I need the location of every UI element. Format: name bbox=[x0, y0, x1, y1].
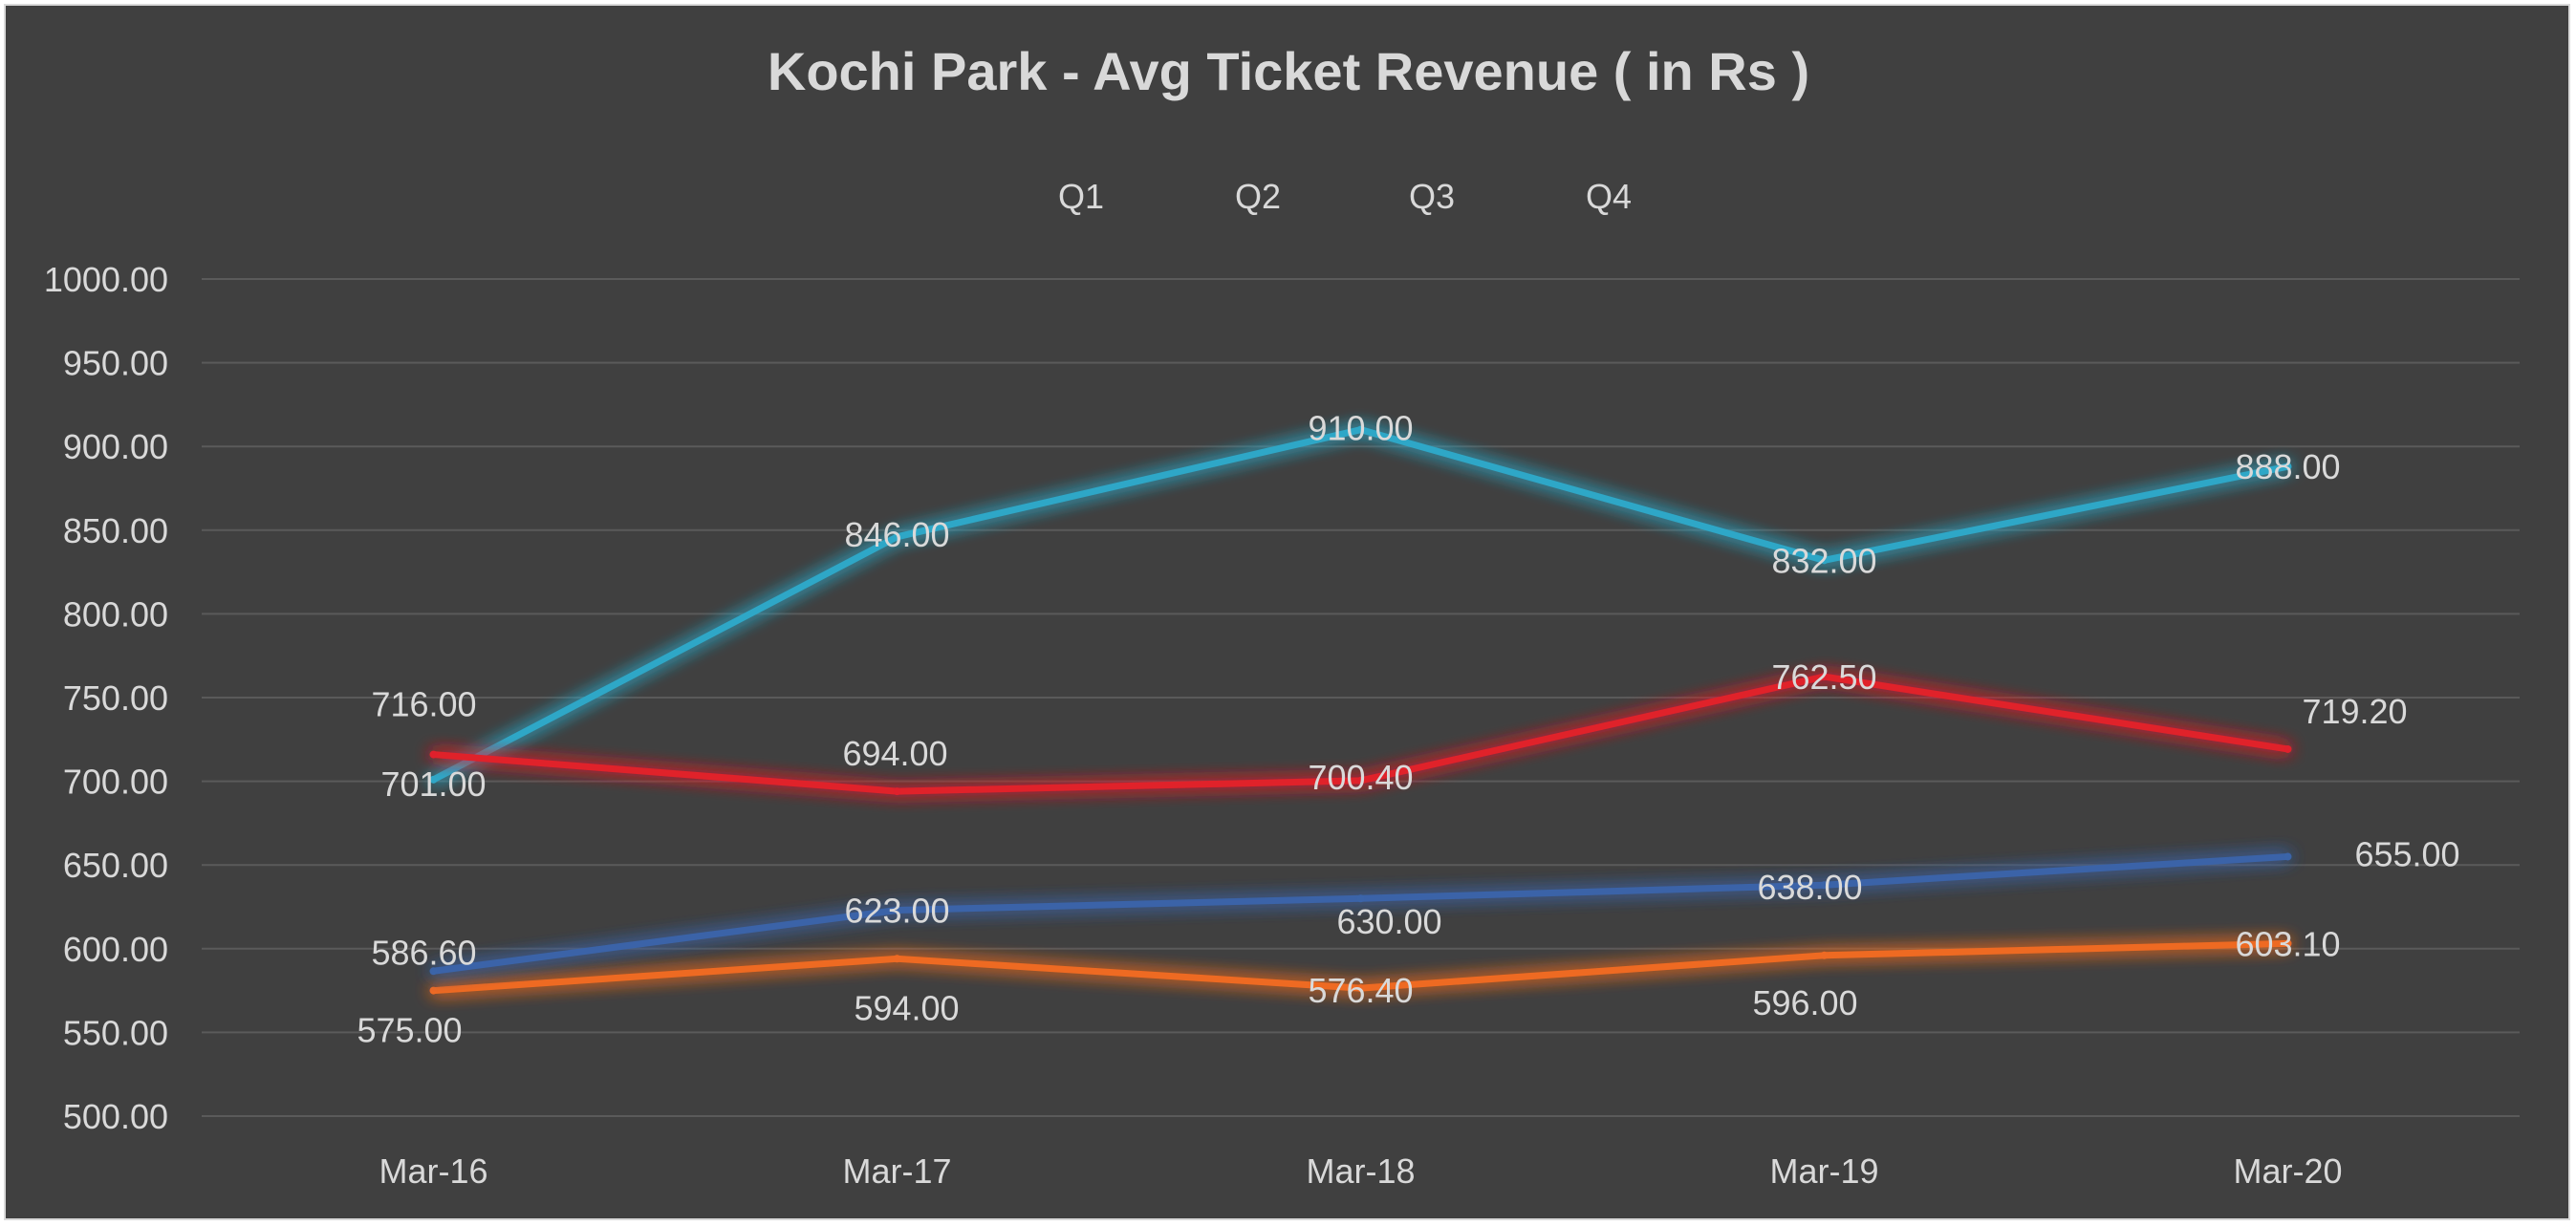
data-point-q2 bbox=[1820, 673, 1829, 681]
series-group bbox=[429, 425, 2292, 995]
legend: Q1 Q2 Q3 Q4 bbox=[963, 177, 1632, 216]
data-label-q4: 586.60 bbox=[371, 933, 476, 972]
data-point-q1 bbox=[2284, 462, 2292, 471]
y-tick-label: 750.00 bbox=[63, 678, 168, 718]
data-label-q3: 576.40 bbox=[1308, 971, 1413, 1010]
data-point-q4 bbox=[429, 967, 438, 976]
data-label-q3: 594.00 bbox=[854, 988, 959, 1027]
data-point-q4 bbox=[1820, 881, 1829, 890]
line-chart: Kochi Park - Avg Ticket Revenue ( in Rs … bbox=[44, 41, 2520, 1191]
y-tick-label: 500.00 bbox=[63, 1097, 168, 1136]
y-tick-label: 900.00 bbox=[63, 427, 168, 466]
data-label-q1: 701.00 bbox=[380, 764, 486, 804]
data-label-q2: 719.20 bbox=[2302, 692, 2407, 731]
legend-label: Q1 bbox=[1058, 177, 1104, 216]
y-tick-label: 800.00 bbox=[63, 594, 168, 634]
y-axis-ticks: 1000.00 950.00 900.00 850.00 800.00 750.00 700… bbox=[44, 260, 168, 1136]
data-label-q3: 575.00 bbox=[357, 1011, 462, 1050]
legend-label: Q3 bbox=[1409, 177, 1455, 216]
series-line-q1 bbox=[430, 426, 2291, 784]
data-point-q2 bbox=[1356, 776, 1365, 785]
y-tick-label: 700.00 bbox=[63, 763, 168, 802]
data-point-q3 bbox=[1820, 951, 1829, 959]
x-axis-ticks: Mar-16 Mar-17 Mar-18 Mar-19 Mar-20 bbox=[379, 1151, 2342, 1191]
data-label-q1: 910.00 bbox=[1308, 409, 1413, 448]
data-labels: 701.00 846.00 910.00 832.00 888.00 716.00 694.… bbox=[357, 409, 2459, 1050]
chart-frame: Kochi Park - Avg Ticket Revenue ( in Rs … bbox=[4, 4, 2570, 1220]
x-tick-label: Mar-18 bbox=[1306, 1151, 1415, 1191]
data-label-q4: 623.00 bbox=[844, 892, 949, 931]
data-point-q4 bbox=[2284, 852, 2292, 861]
y-tick-label: 850.00 bbox=[63, 511, 168, 550]
data-point-q3 bbox=[893, 955, 901, 963]
data-label-q4: 630.00 bbox=[1336, 902, 1441, 941]
data-point-q1 bbox=[1356, 425, 1365, 434]
y-tick-label: 950.00 bbox=[63, 344, 168, 383]
data-point-q1 bbox=[893, 532, 901, 541]
chart-title: Kochi Park - Avg Ticket Revenue ( in Rs … bbox=[768, 41, 1809, 101]
legend-label: Q4 bbox=[1586, 177, 1632, 216]
data-point-q3 bbox=[1356, 984, 1365, 993]
data-label-q2: 716.00 bbox=[371, 685, 476, 724]
y-tick-label: 550.00 bbox=[63, 1013, 168, 1052]
x-tick-label: Mar-19 bbox=[1769, 1151, 1878, 1191]
x-tick-label: Mar-20 bbox=[2233, 1151, 2342, 1191]
data-point-q1 bbox=[429, 775, 438, 784]
y-tick-label: 600.00 bbox=[63, 930, 168, 969]
legend-label: Q2 bbox=[1235, 177, 1281, 216]
data-point-q3 bbox=[429, 986, 438, 995]
data-label-q4: 655.00 bbox=[2354, 834, 2459, 873]
data-point-q2 bbox=[893, 787, 901, 796]
data-label-q4: 638.00 bbox=[1757, 868, 1862, 907]
data-point-q3 bbox=[2284, 939, 2292, 948]
data-label-q2: 700.40 bbox=[1308, 758, 1413, 797]
y-tick-label: 1000.00 bbox=[44, 260, 168, 299]
data-point-q4 bbox=[1356, 894, 1365, 903]
data-point-q2 bbox=[2284, 744, 2292, 753]
data-point-q2 bbox=[429, 750, 438, 759]
data-label-q2: 694.00 bbox=[842, 734, 947, 773]
data-label-q2: 762.50 bbox=[1771, 657, 1876, 697]
data-label-q1: 846.00 bbox=[844, 515, 949, 554]
data-point-q1 bbox=[1820, 556, 1829, 565]
data-label-q3: 603.10 bbox=[2235, 924, 2340, 963]
x-tick-label: Mar-16 bbox=[379, 1151, 487, 1191]
y-tick-label: 650.00 bbox=[63, 846, 168, 885]
data-point-q4 bbox=[893, 906, 901, 914]
data-label-q3: 596.00 bbox=[1752, 983, 1857, 1022]
data-label-q1: 888.00 bbox=[2235, 447, 2340, 486]
data-label-q1: 832.00 bbox=[1771, 541, 1876, 580]
x-tick-label: Mar-17 bbox=[842, 1151, 951, 1191]
